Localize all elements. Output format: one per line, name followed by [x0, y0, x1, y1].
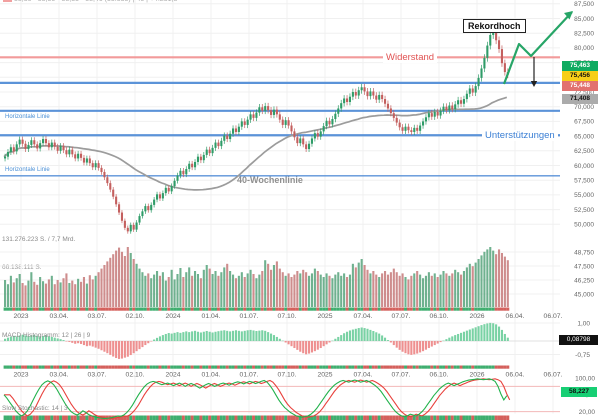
- svg-text:2025: 2025: [317, 313, 332, 320]
- svg-text:2026: 2026: [469, 313, 484, 320]
- svg-text:07.04.: 07.04.: [354, 372, 373, 379]
- svg-text:72,500: 72,500: [574, 89, 594, 96]
- svg-text:2023: 2023: [13, 372, 28, 379]
- horizontal-line-label-2[interactable]: Horizontale Linie: [5, 167, 50, 173]
- direction-strip: [3, 307, 510, 311]
- legend-color-chip: [3, 0, 12, 2]
- svg-text:03.04.: 03.04.: [50, 313, 69, 320]
- macd-histogram-layer: [4, 322, 509, 359]
- axis-labels: 2023 03.04. 03.07. 02.10. 2024 01.04. 01.07. 07…: [13, 1, 595, 416]
- ma-40-week-label: 40-Wochenlinie: [237, 175, 303, 185]
- svg-text:07.07.: 07.07.: [392, 372, 411, 379]
- svg-text:87,500: 87,500: [574, 1, 594, 8]
- svg-text:67,500: 67,500: [574, 119, 594, 126]
- svg-text:07.10.: 07.10.: [278, 313, 297, 320]
- rekordhoch-annotation[interactable]: Rekordhoch: [463, 19, 526, 33]
- stochastic-legend[interactable]: Slow Stochastic: 14 | 3: [2, 405, 68, 412]
- svg-text:60,000: 60,000: [574, 163, 594, 170]
- svg-text:2024: 2024: [165, 313, 180, 320]
- svg-text:06.07.: 06.07.: [544, 313, 563, 320]
- svg-text:06.04.: 06.04.: [506, 313, 525, 320]
- volume-legend: 131.276.223 S. / 7,7 Mrd.: [2, 236, 76, 243]
- svg-text:1,00: 1,00: [577, 320, 590, 327]
- macd-legend[interactable]: MACD Histogramm: 12 | 26 | 9: [2, 332, 91, 339]
- svg-text:01.07.: 01.07.: [240, 313, 259, 320]
- price-badge-lower: 75,448: [562, 81, 598, 91]
- svg-text:2026: 2026: [469, 372, 484, 379]
- svg-text:2025: 2025: [317, 372, 332, 379]
- price-badge-gray: 71,408: [562, 94, 598, 104]
- svg-text:57,500: 57,500: [574, 178, 594, 185]
- svg-text:2023: 2023: [13, 313, 28, 320]
- svg-text:65,000: 65,000: [574, 133, 594, 140]
- pullback-arrowhead: [530, 81, 538, 87]
- svg-text:06.07.: 06.07.: [544, 372, 563, 379]
- svg-text:20,00: 20,00: [579, 409, 596, 416]
- resistance-line-label[interactable]: Widerstand: [383, 52, 438, 63]
- svg-text:2024: 2024: [165, 372, 180, 379]
- projection-arrow: [502, 11, 573, 85]
- ma-40-week-line: [3, 96, 508, 191]
- projection-arrowhead: [564, 11, 573, 20]
- stochastic-d-line: [4, 378, 511, 419]
- svg-text:07.07.: 07.07.: [392, 313, 411, 320]
- macd-value-badge: 0,08798: [559, 335, 598, 345]
- svg-text:80,000: 80,000: [574, 45, 594, 52]
- stochastic-k-line: [3, 378, 508, 419]
- vertical-gridlines: [20, 0, 554, 414]
- price-badge-upper: 75,463: [562, 61, 598, 71]
- svg-text:03.04.: 03.04.: [50, 372, 69, 379]
- svg-text:-0,75: -0,75: [575, 352, 590, 359]
- svg-text:01.04.: 01.04.: [202, 313, 221, 320]
- svg-text:100,00: 100,00: [575, 375, 595, 382]
- svg-text:52,500: 52,500: [574, 207, 594, 214]
- price-badge-last: 75,456: [562, 71, 598, 81]
- volume-layer: [4, 247, 509, 307]
- chart-title-clipped: 58,30 · 58,50 · 58,35 · 58,40 (55.535) |…: [14, 0, 177, 4]
- svg-text:50,000: 50,000: [574, 222, 594, 229]
- svg-text:48,750: 48,750: [574, 249, 594, 256]
- svg-text:02.10.: 02.10.: [126, 372, 145, 379]
- svg-text:85,000: 85,000: [574, 16, 594, 23]
- volume-average-label: 66.138.111 S.: [2, 264, 42, 271]
- svg-text:06.10.: 06.10.: [430, 313, 449, 320]
- svg-text:02.10.: 02.10.: [126, 313, 145, 320]
- horizontal-gridlines: [0, 3, 560, 413]
- svg-text:45,000: 45,000: [574, 291, 594, 298]
- svg-text:07.04.: 07.04.: [354, 313, 373, 320]
- stochastic-value-badge: 58,227: [561, 387, 597, 397]
- svg-text:01.04.: 01.04.: [202, 372, 221, 379]
- svg-text:62,500: 62,500: [574, 148, 594, 155]
- svg-text:46,250: 46,250: [574, 277, 594, 284]
- svg-text:07.10.: 07.10.: [278, 372, 297, 379]
- direction-strip: [3, 415, 510, 420]
- svg-text:47,500: 47,500: [574, 263, 594, 270]
- svg-text:55,000: 55,000: [574, 192, 594, 199]
- support-line-label[interactable]: Unterstützungen: [482, 130, 558, 141]
- horizontal-line-label-1[interactable]: Horizontale Linie: [5, 114, 50, 120]
- svg-text:06.10.: 06.10.: [430, 372, 449, 379]
- candles-layer: [4, 26, 509, 234]
- horizontal-level-lines: [0, 56, 560, 177]
- svg-text:03.07.: 03.07.: [88, 313, 107, 320]
- svg-text:06.04.: 06.04.: [506, 372, 525, 379]
- svg-text:03.07.: 03.07.: [88, 372, 107, 379]
- svg-text:70,000: 70,000: [574, 104, 594, 111]
- svg-text:82,500: 82,500: [574, 31, 594, 38]
- svg-text:01.07.: 01.07.: [240, 372, 259, 379]
- direction-strip: [3, 365, 510, 369]
